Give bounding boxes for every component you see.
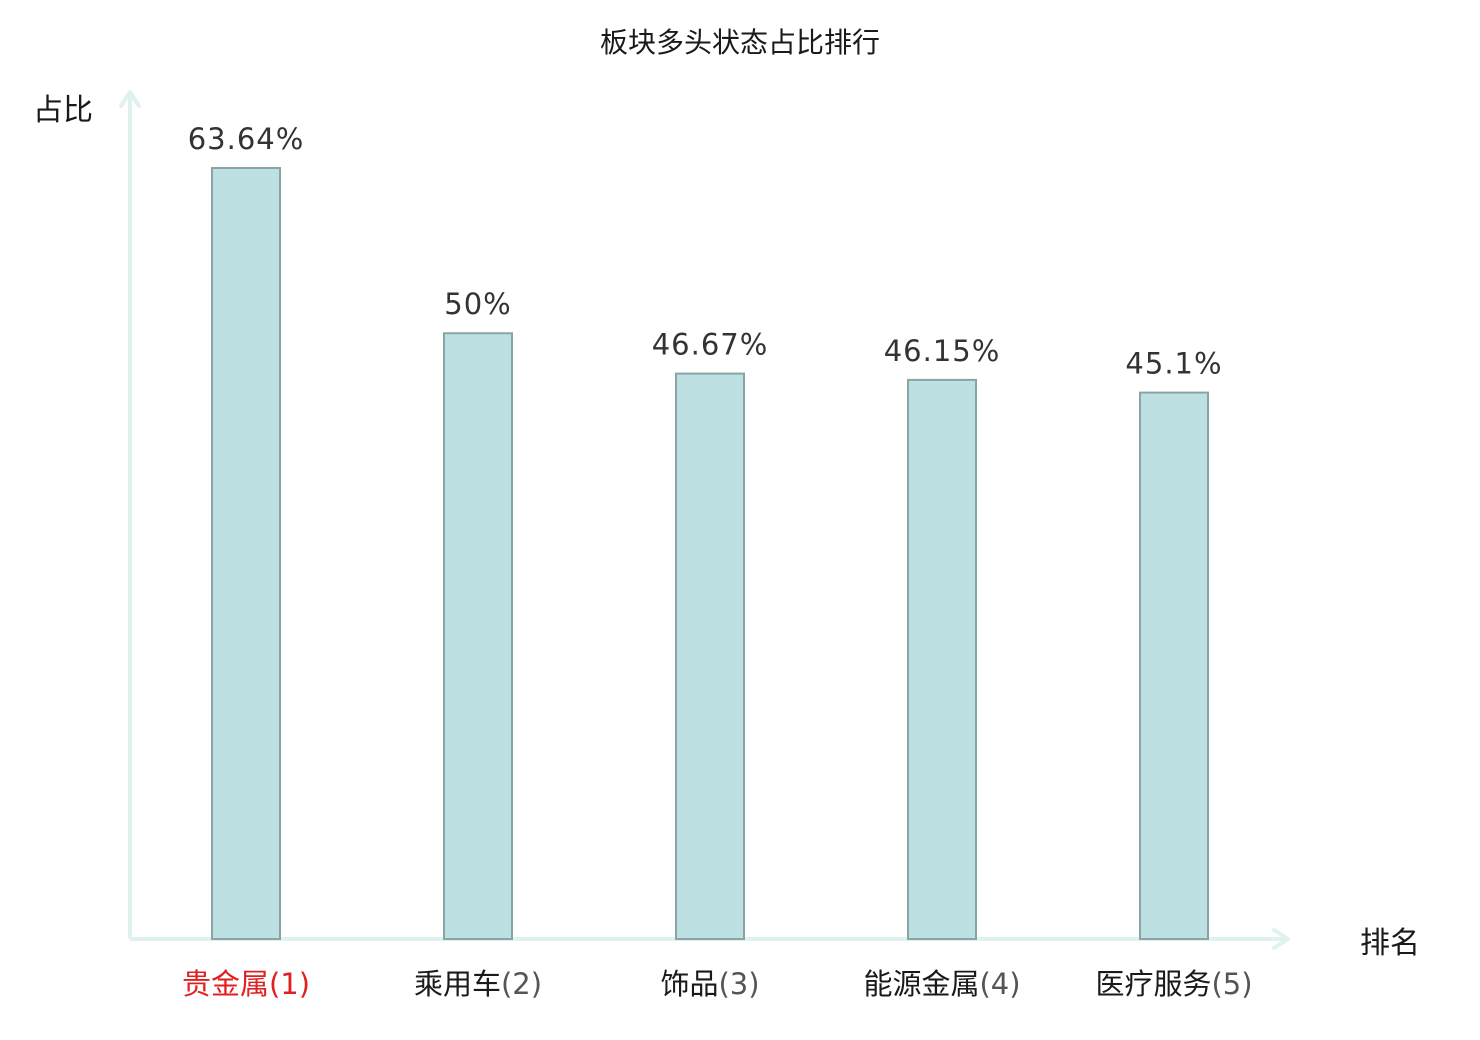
value-label-4: 46.15%: [884, 334, 1001, 368]
category-rank-3: (3): [718, 967, 759, 1001]
category-labels-group: 贵金属(1) 乘用车(2) 饰品(3) 能源金属(4) 医疗服务(5): [182, 967, 1253, 1001]
y-axis-arrow: [119, 90, 141, 108]
bar-5: [1139, 391, 1209, 941]
bar-4: [907, 378, 977, 940]
category-label-1: 贵金属(1): [182, 967, 310, 1001]
category-name-5: 医疗服务: [1095, 967, 1211, 1001]
value-label-2: 50%: [444, 287, 511, 321]
category-label-2: 乘用车(2): [414, 967, 542, 1001]
category-name-1: 贵金属: [182, 967, 269, 1001]
category-label-4: 能源金属(4): [863, 967, 1020, 1001]
category-name-4: 能源金属: [863, 967, 979, 1001]
bar-3: [675, 372, 745, 940]
x-axis-arrow: [1272, 928, 1290, 950]
value-labels-group: 63.64% 50% 46.67% 46.15% 45.1%: [188, 122, 1222, 381]
value-label-1: 63.64%: [188, 122, 305, 156]
category-rank-4: (4): [979, 967, 1020, 1001]
bars-group: [211, 167, 1209, 941]
category-rank-2: (2): [501, 967, 542, 1001]
x-axis-title: 排名: [1360, 926, 1420, 961]
category-name-2: 乘用车: [414, 967, 501, 1001]
category-label-3: 饰品(3): [660, 967, 759, 1001]
bar-1: [211, 167, 281, 940]
bar-2: [443, 332, 513, 940]
value-label-3: 46.67%: [652, 328, 769, 362]
value-label-5: 45.1%: [1125, 347, 1222, 381]
category-name-3: 饰品: [660, 967, 718, 1001]
category-rank-5: (5): [1211, 967, 1252, 1001]
y-axis-title: 占比: [33, 93, 93, 128]
category-label-5: 医疗服务(5): [1095, 967, 1252, 1001]
category-rank-1: (1): [269, 967, 310, 1001]
chart-title: 板块多头状态占比排行: [600, 26, 880, 59]
